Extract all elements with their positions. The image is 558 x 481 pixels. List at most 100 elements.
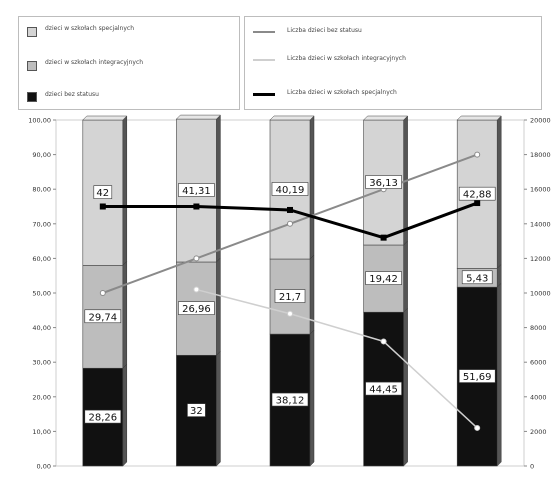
data-label-box [365, 381, 402, 396]
line-point [99, 290, 106, 296]
data-label-box [271, 182, 309, 196]
right-axis-tick-label: 10000 [530, 290, 551, 298]
data-label-box [93, 185, 113, 199]
data-label: 36,13 [369, 178, 398, 189]
left-axis-tick-label: 90,00 [32, 151, 51, 159]
data-label: 26,96 [182, 304, 211, 315]
bar-top [175, 114, 222, 120]
line-point [474, 424, 481, 431]
right-axis-tick-label: 4000 [530, 393, 547, 401]
legend-line-swatch [253, 93, 275, 96]
data-label-box [178, 301, 215, 315]
data-label-box [458, 186, 496, 201]
bar-side [403, 307, 408, 467]
bar-side [122, 363, 128, 467]
legend-swatch-bez-statusu [27, 92, 37, 102]
line-point [287, 220, 293, 227]
data-label: 42 [96, 188, 109, 199]
data-label: 5,43 [466, 273, 488, 284]
data-label: 42,88 [463, 190, 492, 201]
bar-side [496, 115, 502, 269]
data-label: 19,42 [369, 274, 398, 285]
data-label: 51,69 [463, 372, 492, 383]
bar-side [309, 254, 315, 335]
bar-top [269, 115, 315, 121]
line-point [380, 234, 387, 241]
legend-label: dzieci w szkołach integracyjnych [45, 59, 144, 66]
left-axis-tick-label: 100,00 [28, 117, 51, 125]
left-axis-tick-label: 70,00 [32, 220, 51, 228]
left-axis: 0,00 10,00 20,00 30,00 40,00 50,00 60,00 70,00 8… [28, 117, 56, 471]
legend-label: dzieci bez statusu [45, 91, 99, 98]
left-axis-tick-label: 50,00 [32, 290, 51, 298]
line-point [474, 151, 481, 158]
right-axis: 0 2000 4000 6000 8000 10000 12000 14000 16000 180… [524, 117, 551, 471]
data-label: 40,19 [276, 185, 305, 196]
left-axis-tick-label: 10,00 [32, 428, 51, 436]
bar-top [456, 115, 502, 121]
line-point [193, 203, 200, 210]
data-label-box [271, 392, 309, 407]
legend-lines: Liczba dzieci bez statusu Liczba dzieci … [244, 16, 542, 110]
right-axis-tick-label: 12000 [530, 255, 551, 263]
legend-swatch-specjalnych [27, 27, 37, 37]
legend-swatch-integracyjnych [27, 61, 37, 71]
line-point [99, 203, 106, 210]
data-label: 28,26 [88, 413, 117, 424]
right-axis-tick-label: 14000 [530, 220, 551, 228]
right-axis-tick-label: 8000 [530, 324, 547, 332]
left-axis-tick-label: 60,00 [32, 255, 51, 263]
right-axis-tick-label: 16000 [530, 186, 551, 194]
line-point [193, 286, 200, 293]
data-label-box [274, 289, 306, 303]
data-label-box [365, 271, 402, 285]
bar-side [216, 350, 221, 467]
line-point [193, 255, 200, 262]
left-axis-tick-label: 0,00 [37, 463, 51, 471]
bar-side [216, 114, 221, 263]
left-axis-tick-label: 40,00 [32, 324, 51, 332]
legend-bars: dzieci w szkołach specjalnych dzieci w s… [18, 16, 240, 110]
bar-labels: 28,26 29,74 42 32 26,96 41,31 38,12 21,7 40,19 44… [84, 175, 496, 424]
bar-side [122, 260, 128, 369]
data-label-box [84, 309, 122, 324]
right-axis-tick-label: 0 [530, 463, 534, 471]
bar-side [496, 282, 502, 467]
data-label: 44,45 [369, 385, 398, 396]
data-label: 29,74 [88, 312, 117, 323]
bar-top [82, 115, 128, 121]
right-axis-tick-label: 6000 [530, 359, 547, 367]
data-label: 41,31 [182, 186, 211, 197]
line-point [474, 200, 481, 207]
legend-label: Liczba dzieci w szkołach integracyjnych [287, 55, 406, 62]
right-axis-tick-label: 2000 [530, 428, 547, 436]
bar-side [309, 329, 315, 467]
legend-label: Liczba dzieci w szkołach specjalnych [287, 89, 397, 96]
data-label-box [178, 183, 215, 197]
bar-side [216, 257, 221, 356]
left-axis-tick-label: 30,00 [32, 359, 51, 367]
data-label-box [84, 409, 122, 424]
data-label-box [461, 270, 493, 285]
lines [99, 151, 481, 431]
data-label: 38,12 [276, 396, 305, 407]
bar-top [362, 115, 409, 121]
line-point [380, 338, 387, 345]
legend-line-swatch [253, 31, 275, 33]
series-line [196, 288, 478, 429]
bar-side [122, 115, 128, 266]
left-axis-tick-label: 20,00 [32, 393, 51, 401]
data-label-box [365, 175, 402, 189]
data-label: 21,7 [279, 292, 301, 303]
data-label: 32 [190, 406, 203, 417]
line-point [287, 310, 293, 317]
left-axis-tick-label: 80,00 [32, 186, 51, 194]
legend-label: dzieci w szkołach specjalnych [45, 25, 134, 32]
line-point [287, 206, 293, 213]
legend-label: Liczba dzieci bez statusu [287, 27, 362, 34]
bar-side [309, 115, 315, 260]
bar-side [403, 240, 408, 313]
data-label-box [187, 403, 206, 417]
right-axis-tick-label: 20000 [530, 117, 551, 125]
